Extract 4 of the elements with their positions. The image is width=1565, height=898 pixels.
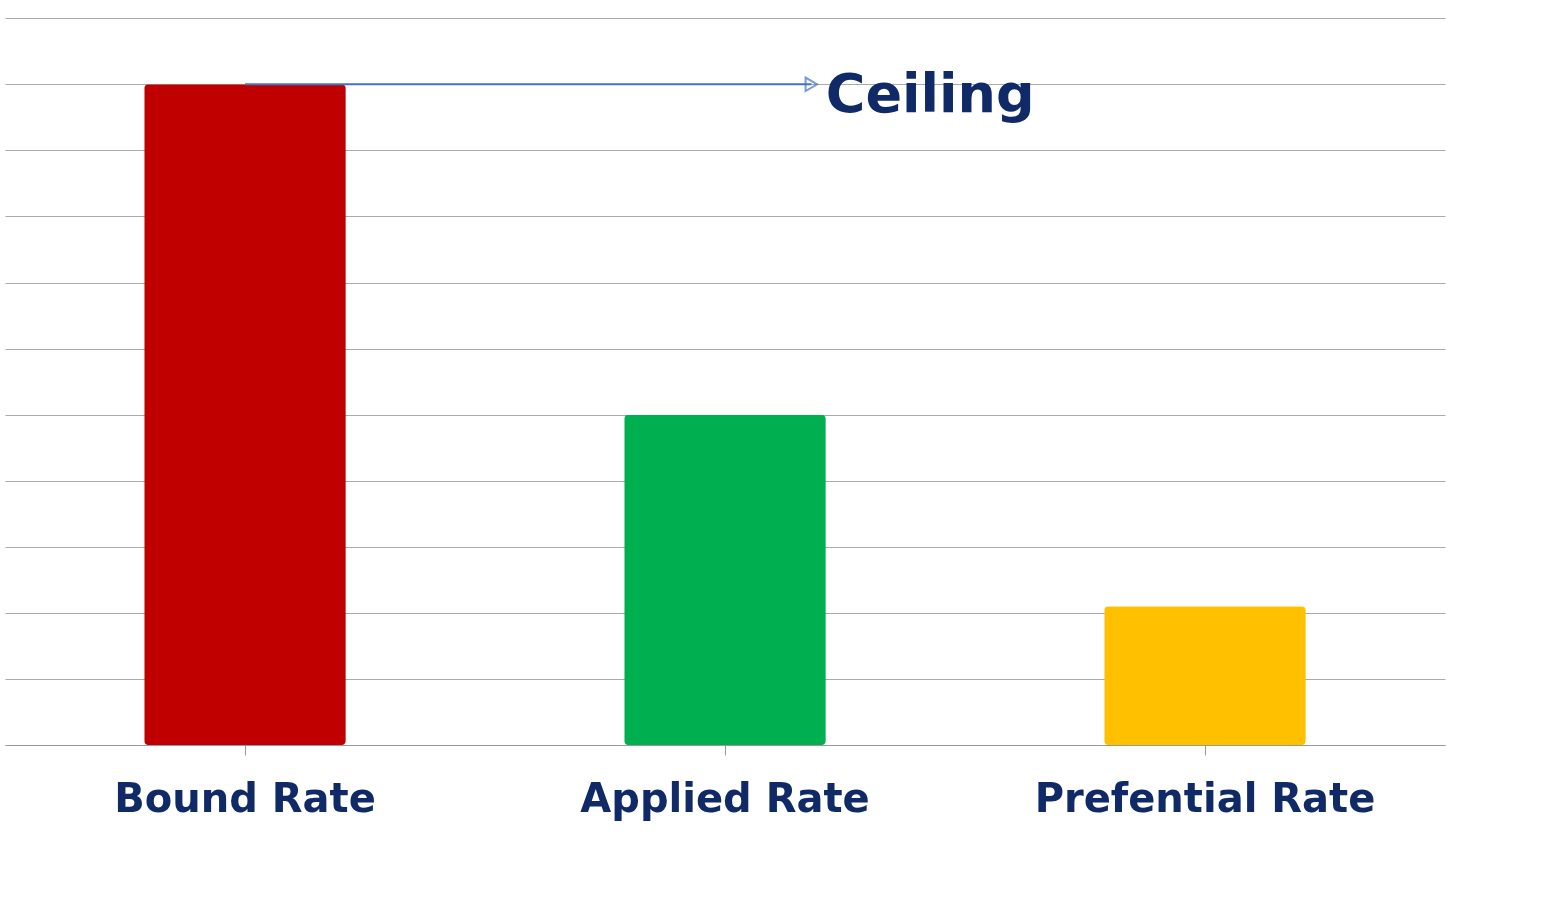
x-tick-label: Bound Rate bbox=[114, 774, 376, 821]
x-tick-label: Prefential Rate bbox=[1034, 774, 1376, 821]
annotation: Ceiling bbox=[825, 62, 1035, 126]
x-tick-label: Applied Rate bbox=[580, 774, 870, 821]
